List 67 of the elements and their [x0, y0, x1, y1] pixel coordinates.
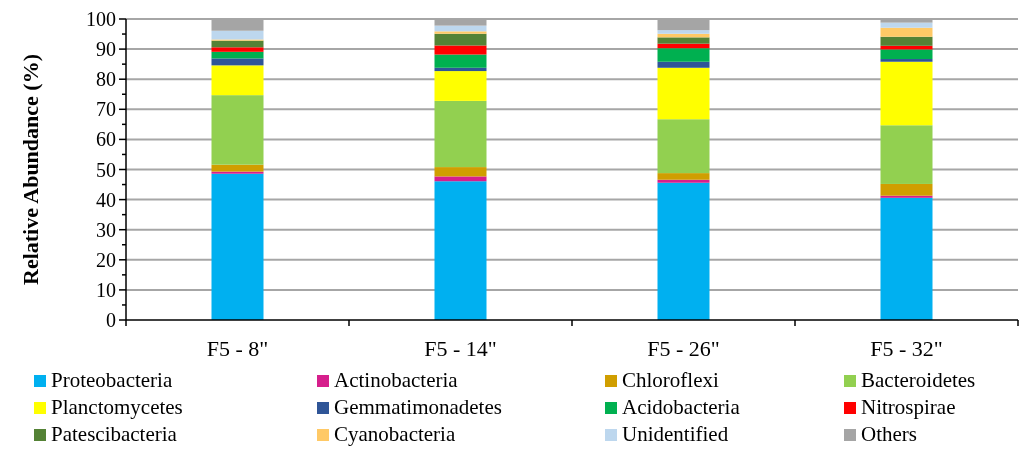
y-tick-label: 0	[106, 309, 116, 331]
y-tick-label: 50	[96, 158, 116, 181]
bar	[434, 167, 487, 177]
bar	[434, 181, 487, 320]
bar	[657, 119, 710, 174]
bar	[211, 164, 264, 172]
bar	[434, 45, 487, 55]
bar	[434, 67, 487, 72]
bar	[434, 176, 487, 182]
legend-label: Actinobacteria	[334, 368, 459, 392]
bar	[657, 61, 710, 68]
legend-label: Patescibacteria	[51, 422, 178, 446]
legend-label: Planctomycetes	[51, 395, 183, 419]
bar	[880, 27, 933, 37]
legend-label: Gemmatimonadetes	[334, 395, 502, 419]
bar	[211, 65, 264, 96]
bar	[434, 54, 487, 68]
bar	[211, 171, 264, 174]
bar	[211, 40, 264, 48]
bar	[657, 48, 710, 62]
bar	[657, 67, 710, 120]
bar	[434, 100, 487, 168]
bar	[880, 183, 933, 196]
bar	[657, 179, 710, 183]
bar	[211, 95, 264, 165]
y-tick-label: 70	[96, 98, 116, 121]
y-tick-label: 60	[96, 128, 116, 151]
y-tick-label: 40	[96, 188, 116, 211]
legend-label: Bacteroidetes	[861, 368, 976, 392]
bar	[880, 197, 933, 320]
bar	[880, 125, 933, 184]
y-tick-label: 80	[96, 68, 116, 91]
bar	[434, 33, 487, 46]
legend-label: Proteobacteria	[51, 368, 173, 392]
bar	[657, 182, 710, 320]
bar	[657, 37, 710, 44]
bar	[880, 36, 933, 46]
x-tick-label: F5 - 14"	[424, 336, 497, 361]
y-tick-label: 10	[96, 278, 116, 301]
y-tick-label: 100	[86, 8, 116, 30]
bar	[657, 173, 710, 180]
bar	[211, 173, 264, 320]
legend-label: Nitrospirae	[861, 395, 956, 419]
bar	[880, 195, 933, 198]
legend-label: Others	[861, 422, 917, 446]
bar	[211, 51, 264, 59]
x-tick-label: F5 - 32"	[870, 336, 943, 361]
legend-label: Chloroflexi	[622, 368, 719, 392]
bar	[880, 49, 933, 60]
x-tick-label: F5 - 8"	[206, 336, 269, 361]
x-tick-label: F5 - 26"	[647, 336, 720, 361]
legend-label: Cyanobacteria	[334, 422, 456, 446]
bar	[880, 61, 933, 126]
y-tick-label: 30	[96, 218, 116, 241]
bar	[211, 58, 264, 66]
bar	[211, 47, 264, 52]
bar	[657, 30, 710, 34]
bar	[211, 30, 264, 40]
bar	[434, 71, 487, 101]
y-tick-label: 20	[96, 248, 116, 271]
legend-label: Unidentified	[622, 422, 729, 446]
bar	[434, 31, 487, 34]
legend-label: Acidobacteria	[622, 395, 741, 419]
y-tick-label: 90	[96, 38, 116, 61]
y-axis-title: Relative Abundance (%)	[18, 54, 43, 285]
bar	[880, 22, 933, 28]
bar	[880, 59, 933, 62]
